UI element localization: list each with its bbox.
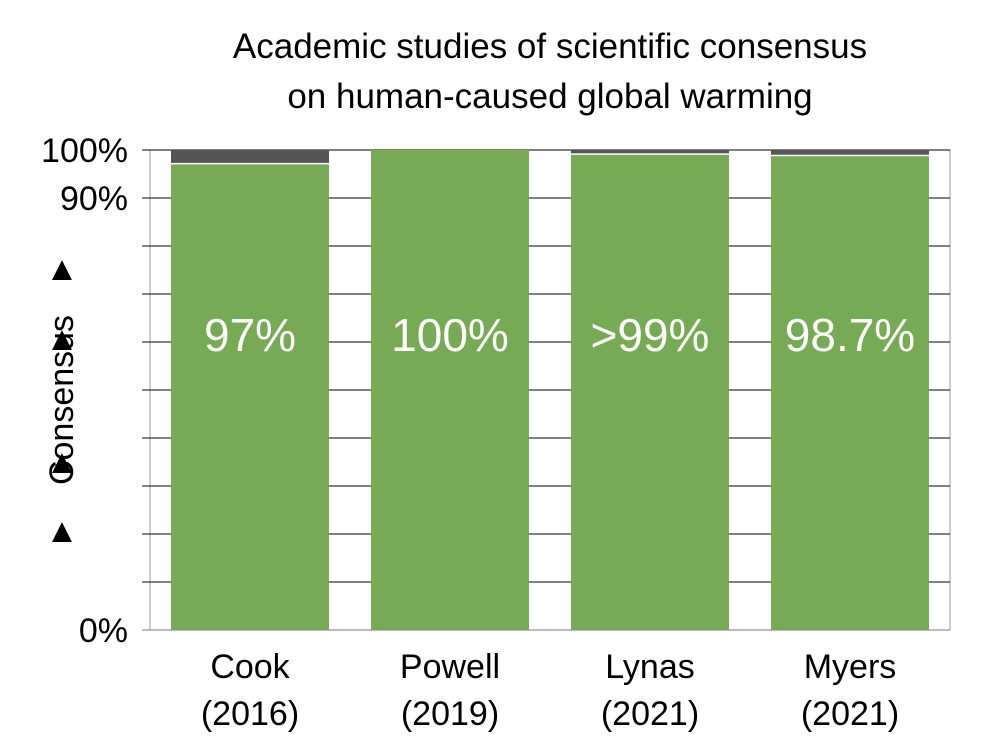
bar-labels: 97% 100% >99% 98.7% <box>204 309 915 361</box>
y-tick-label: 0% <box>79 612 128 650</box>
x-category-sublabel: (2019) <box>401 695 499 733</box>
chart-title-line-2: on human-caused global warming <box>287 77 812 116</box>
bar-data-label: 98.7% <box>785 309 915 361</box>
bar-data-label: 100% <box>391 309 509 361</box>
x-category-sublabel: (2021) <box>601 695 699 733</box>
y-axis-arrow-icon: ▲ <box>45 443 79 481</box>
bar-consensus <box>571 154 729 631</box>
y-axis-label-text: Consensus <box>43 315 81 485</box>
x-category-label: Myers <box>804 648 897 686</box>
x-category-label: Lynas <box>605 648 694 686</box>
y-tick-label: 100% <box>41 132 128 170</box>
chart-title: Academic studies of scientific consensus… <box>233 27 867 116</box>
bar-consensus <box>371 150 529 630</box>
y-axis-arrow-icon: ▲ <box>45 512 79 550</box>
bar-consensus <box>171 164 329 630</box>
bar-data-label: >99% <box>591 309 710 361</box>
bar-remainder <box>571 150 729 154</box>
x-axis-category-labels: Cook (2016) Powell (2019) Lynas (2021) Myers (2… <box>201 648 899 733</box>
y-axis-arrow-icon: ▲ <box>45 320 79 358</box>
x-category-label: Cook <box>210 648 290 686</box>
bar-data-label: 97% <box>204 309 296 361</box>
y-tick-label: 90% <box>60 180 128 218</box>
x-category-sublabel: (2021) <box>801 695 899 733</box>
x-category-sublabel: (2016) <box>201 695 299 733</box>
y-axis-arrow-icon: ▲ <box>45 250 79 288</box>
x-category-label: Powell <box>400 648 500 686</box>
y-axis-arrows: ▲ ▲ ▲ ▲ <box>45 250 79 550</box>
bar-consensus <box>771 156 929 631</box>
y-axis-tick-labels: 100% 90% 0% <box>41 132 128 650</box>
bars <box>171 150 929 631</box>
bar-remainder <box>171 150 329 163</box>
chart-title-line-1: Academic studies of scientific consensus <box>233 27 867 66</box>
bar-remainder <box>771 150 929 155</box>
y-axis-label: Consensus ▲ ▲ ▲ ▲ <box>43 250 81 550</box>
